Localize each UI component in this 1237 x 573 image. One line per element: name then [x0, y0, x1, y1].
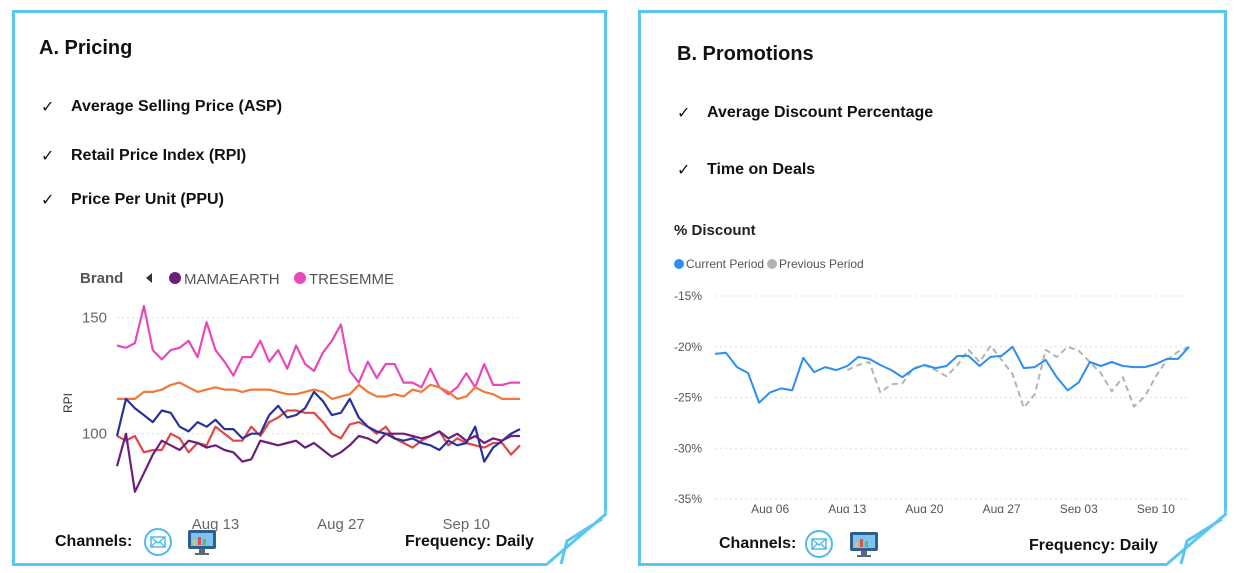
x-tick-label: Sep 10 — [1137, 502, 1175, 513]
x-tick-label: Aug 27 — [983, 502, 1021, 513]
series-line — [116, 304, 520, 396]
x-tick-label: Aug 27 — [317, 516, 365, 533]
legend-marker — [767, 259, 777, 269]
pricing-title: A. Pricing — [39, 37, 133, 59]
pricing-check-item: ✓ Retail Price Index (RPI) — [41, 146, 246, 166]
check-item-label: Retail Price Index (RPI) — [71, 147, 247, 164]
promotions-check-item: ✓ Time on Deals — [677, 160, 815, 180]
email-icon — [804, 529, 834, 564]
check-item-label: Average Selling Price (ASP) — [71, 98, 283, 115]
series-line — [846, 344, 1190, 409]
series-line — [714, 345, 1190, 404]
series-line — [117, 381, 520, 400]
legend-marker — [674, 259, 684, 269]
y-tick-label: -20% — [674, 340, 702, 354]
promotions-frequency-label: Frequency: Daily — [1029, 537, 1158, 554]
legend-title: Brand — [80, 270, 123, 287]
check-item-label: Average Discount Percentage — [707, 104, 934, 121]
promotions-card: B. Promotions ✓ Average Discount Percent… — [638, 10, 1227, 566]
x-tick-label: Aug 13 — [828, 502, 866, 513]
discount-chart: % Discount Current Period Previous Period -… — [674, 222, 1190, 513]
y-tick-label: 100 — [82, 426, 107, 443]
y-tick-label: -25% — [674, 391, 702, 405]
checkmark-icon: ✓ — [677, 105, 691, 122]
x-tick-label: Sep 03 — [1060, 502, 1098, 513]
pricing-check-item: ✓ Price Per Unit (PPU) — [41, 190, 224, 210]
checkmark-icon: ✓ — [41, 148, 55, 165]
pricing-frequency-label: Frequency: Daily — [405, 533, 534, 550]
page-fold-corner — [1167, 511, 1227, 566]
promotions-check-item: ✓ Average Discount Percentage — [677, 103, 933, 123]
desktop-monitor-icon — [848, 530, 880, 563]
pricing-card: A. Pricing ✓ Average Selling Price (ASP)… — [12, 10, 607, 566]
legend-marker — [294, 272, 306, 284]
x-tick-label: Aug 20 — [905, 502, 943, 513]
y-tick-label: 150 — [82, 310, 107, 327]
y-axis-label: RPI — [61, 393, 75, 413]
legend-scroll-left-icon — [146, 273, 152, 283]
checkmark-icon: ✓ — [677, 162, 691, 179]
legend-label: Current Period — [686, 257, 764, 271]
series-line — [115, 390, 521, 463]
legend-marker — [169, 272, 181, 284]
x-tick-label: Sep 10 — [442, 516, 490, 533]
legend-label: Previous Period — [779, 257, 864, 271]
email-icon — [143, 527, 173, 562]
x-tick-label: Aug 06 — [751, 502, 789, 513]
check-item-label: Price Per Unit (PPU) — [71, 191, 224, 208]
x-tick-label: Aug 13 — [192, 516, 240, 533]
checkmark-icon: ✓ — [41, 99, 55, 116]
pricing-channels-label: Channels: — [55, 533, 133, 550]
pricing-check-item: ✓ Average Selling Price (ASP) — [41, 97, 282, 117]
check-item-label: Time on Deals — [707, 161, 816, 178]
y-tick-label: -30% — [674, 441, 702, 455]
y-tick-label: -35% — [674, 492, 702, 506]
checkmark-icon: ✓ — [41, 192, 55, 209]
chart-title: % Discount — [674, 222, 756, 239]
rpi-chart: Brand MAMAEARTH TRESEMME RPI 100 150 Aug 13 Aug… — [61, 270, 521, 533]
page-fold-corner — [547, 511, 607, 566]
promotions-channels-label: Channels: — [719, 535, 797, 552]
legend-label: MAMAEARTH — [184, 271, 280, 288]
series-line — [115, 430, 520, 493]
y-tick-label: -15% — [674, 289, 702, 303]
promotions-title: B. Promotions — [677, 43, 814, 65]
desktop-monitor-icon — [186, 528, 218, 561]
legend-label: TRESEMME — [309, 271, 394, 288]
